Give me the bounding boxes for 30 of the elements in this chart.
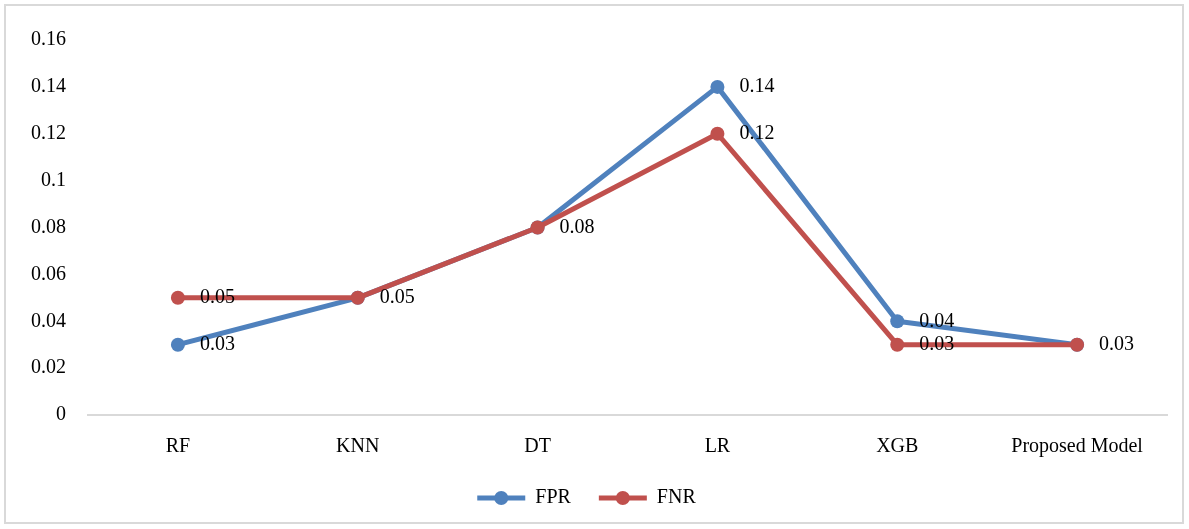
- x-tick-label: DT: [524, 434, 551, 457]
- legend-label: FPR: [535, 485, 572, 508]
- x-tick-label: RF: [165, 434, 191, 457]
- data-label: 0.03: [1099, 331, 1135, 354]
- y-tick-label: 0.12: [31, 121, 66, 143]
- y-tick-label: 0.1: [41, 167, 66, 190]
- point: [710, 126, 725, 141]
- data-label: 0.04: [919, 308, 955, 331]
- point: [890, 314, 905, 329]
- y-tick-label: 0.06: [31, 261, 66, 284]
- y-tick-label: 0.16: [31, 27, 66, 50]
- legend-label: FNR: [656, 485, 697, 508]
- point: [170, 290, 185, 305]
- y-tick-label: 0.02: [31, 355, 66, 378]
- y-tick-label: 0: [56, 402, 66, 425]
- point: [890, 337, 905, 352]
- point: [170, 337, 185, 352]
- y-tick-label: 0.04: [31, 308, 66, 331]
- x-tick-label: LR: [704, 434, 731, 457]
- x-tick-label: KNN: [336, 434, 380, 457]
- data-label: 0.03: [199, 331, 235, 354]
- data-label: 0.05: [199, 285, 235, 308]
- y-tick-label: 0.08: [31, 214, 66, 237]
- data-label: 0.05: [379, 285, 415, 308]
- point: [710, 79, 725, 94]
- x-tick-label: Proposed Model: [1011, 434, 1144, 458]
- y-tick-label: 0.14: [31, 74, 66, 97]
- x-tick-label: XGB: [876, 434, 919, 457]
- data-label: 0.08: [559, 214, 595, 237]
- data-label: 0.14: [739, 74, 775, 97]
